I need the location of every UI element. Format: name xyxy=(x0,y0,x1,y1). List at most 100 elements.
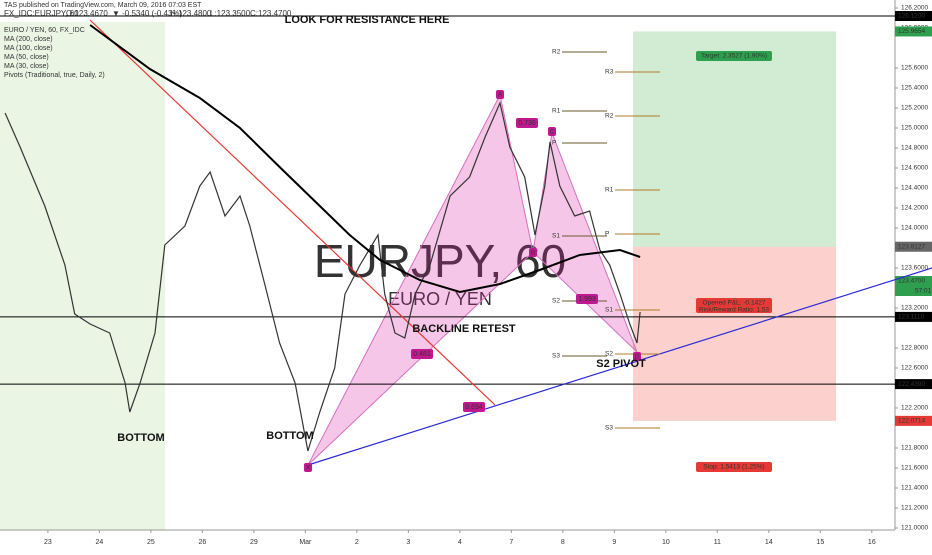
y-tick-label: 123.2000 xyxy=(901,305,928,312)
countdown: 57:01 xyxy=(915,288,932,295)
level-tag: 123.8127 xyxy=(898,243,925,250)
pivot-label: R2 xyxy=(552,49,561,56)
ratio-bg xyxy=(576,294,598,304)
pattern-point-bg xyxy=(529,248,537,257)
pivot-label: R3 xyxy=(605,69,614,76)
legend-entry: EURO / YEN, 60, FX_IDC xyxy=(4,27,85,34)
pivot-label: R1 xyxy=(552,108,561,115)
pattern-point-bg xyxy=(633,352,641,361)
level-tag: 126.1200 xyxy=(898,13,925,20)
y-tick-label: 121.0000 xyxy=(901,525,928,532)
pattern-point-bg xyxy=(304,463,312,472)
watermark: EURO / YEN xyxy=(388,289,492,309)
annotation: Risk/Reward Ratio: 1.53 xyxy=(699,307,769,314)
legend-entry: MA (50, close) xyxy=(4,54,49,61)
legend-entry: MA (100, close) xyxy=(4,45,53,52)
x-tick-label: 11 xyxy=(714,539,721,546)
ratio: 1.993 xyxy=(578,296,596,303)
annotation: LOOK FOR RESISTANCE HERE xyxy=(285,14,450,26)
annotation-bg xyxy=(696,462,772,472)
level-tag-bg xyxy=(895,11,932,21)
annotation: BOTTOM xyxy=(117,432,164,444)
pivot-label: S3 xyxy=(552,353,560,360)
y-tick-label: 122.8000 xyxy=(901,345,928,352)
pattern-point-bg xyxy=(548,127,556,136)
ohlc: ▼ -0.5340 (-0.43%) xyxy=(112,9,183,18)
pattern-point: A xyxy=(498,92,503,99)
pattern-point: D xyxy=(635,354,640,361)
ratio: 0.694 xyxy=(465,404,483,411)
x-tick-label: 10 xyxy=(662,539,670,546)
y-tick-label: 124.8000 xyxy=(901,145,928,152)
y-tick-label: 126.2000 xyxy=(901,5,928,12)
x-tick-label: 7 xyxy=(509,539,513,546)
y-tick-label: 125.6000 xyxy=(901,65,928,72)
shaded-zone xyxy=(0,22,165,530)
annotation: Target: 2.3527 (1.90%) xyxy=(701,53,767,60)
pivot-label: P xyxy=(605,231,609,238)
annotation-bg xyxy=(696,51,772,61)
x-tick-label: 23 xyxy=(44,539,52,546)
y-tick-label: 124.2000 xyxy=(901,205,928,212)
pivot-label: S1 xyxy=(552,233,560,240)
y-tick-label: 124.4000 xyxy=(901,185,928,192)
y-tick-label: 122.2000 xyxy=(901,405,928,412)
level-tag: 122.4390 xyxy=(898,381,925,388)
level-tag-bg xyxy=(895,276,932,286)
annotation: Opened P&L: -0.1427 xyxy=(703,300,766,307)
level-tag-bg xyxy=(895,415,932,426)
y-tick-label: 124.0000 xyxy=(901,225,928,232)
annotation-bg xyxy=(696,298,772,313)
annotation: BOTTOM xyxy=(266,430,313,442)
pivot-label: S1 xyxy=(605,307,613,314)
pivot-label: S2 xyxy=(552,298,560,305)
level-tag: 123.4700 xyxy=(898,278,925,285)
header: TAS published on TradingView.com, March … xyxy=(4,2,202,9)
ohlc: C:123.4700 xyxy=(250,9,292,18)
ohlc: L:123.3500 xyxy=(210,9,251,18)
x-tick-label: 8 xyxy=(561,539,565,546)
y-tick-label: 125.0000 xyxy=(901,125,928,132)
legend-entry: MA (30, close) xyxy=(4,63,49,70)
x-tick-label: 3 xyxy=(406,539,410,546)
pivot-label: S2 xyxy=(605,351,613,358)
annotation: BACKLINE RETEST xyxy=(412,323,516,335)
stop-zone xyxy=(633,246,836,421)
watermark: EURJPY, 60 xyxy=(314,235,566,287)
y-tick-label: 122.6000 xyxy=(901,365,928,372)
level-tag-bg xyxy=(895,311,932,322)
level-tag-bg xyxy=(895,241,932,252)
annotation: Stop: 1.5413 (1.25%) xyxy=(703,464,764,471)
ohlc: O:123.4670 xyxy=(66,9,108,18)
y-tick-label: 121.2000 xyxy=(901,505,928,512)
level-tag: 123.1110 xyxy=(898,314,925,321)
pivot-label: R1 xyxy=(605,187,614,194)
y-tick-label: 124.6000 xyxy=(901,165,928,172)
trendline xyxy=(307,267,932,466)
x-tick-label: Mar xyxy=(299,539,312,546)
x-tick-label: 24 xyxy=(95,539,103,546)
pivot-label: P xyxy=(552,140,556,147)
price-line xyxy=(89,24,641,294)
x-tick-label: 25 xyxy=(147,539,155,546)
ratio-bg xyxy=(411,349,433,359)
level-tag-bg xyxy=(895,26,932,37)
pattern-point: C xyxy=(550,129,555,136)
x-tick-label: 15 xyxy=(816,539,824,546)
trendline xyxy=(89,19,496,406)
y-tick-label: 121.4000 xyxy=(901,485,928,492)
x-tick-label: 29 xyxy=(250,539,258,546)
target-zone xyxy=(633,31,836,247)
y-tick-label: 125.4000 xyxy=(901,85,928,92)
level-tag: 125.9654 xyxy=(898,28,925,35)
price-line xyxy=(4,101,641,452)
x-tick-label: 9 xyxy=(612,539,616,546)
ratio: 0.481 xyxy=(413,351,431,358)
x-tick-label: 2 xyxy=(355,539,359,546)
y-tick-label: 121.6000 xyxy=(901,465,928,472)
pivot-label: S3 xyxy=(605,425,613,432)
pattern-point: B xyxy=(531,250,535,257)
x-tick-label: 14 xyxy=(765,539,773,546)
pattern-point: X xyxy=(306,465,311,472)
